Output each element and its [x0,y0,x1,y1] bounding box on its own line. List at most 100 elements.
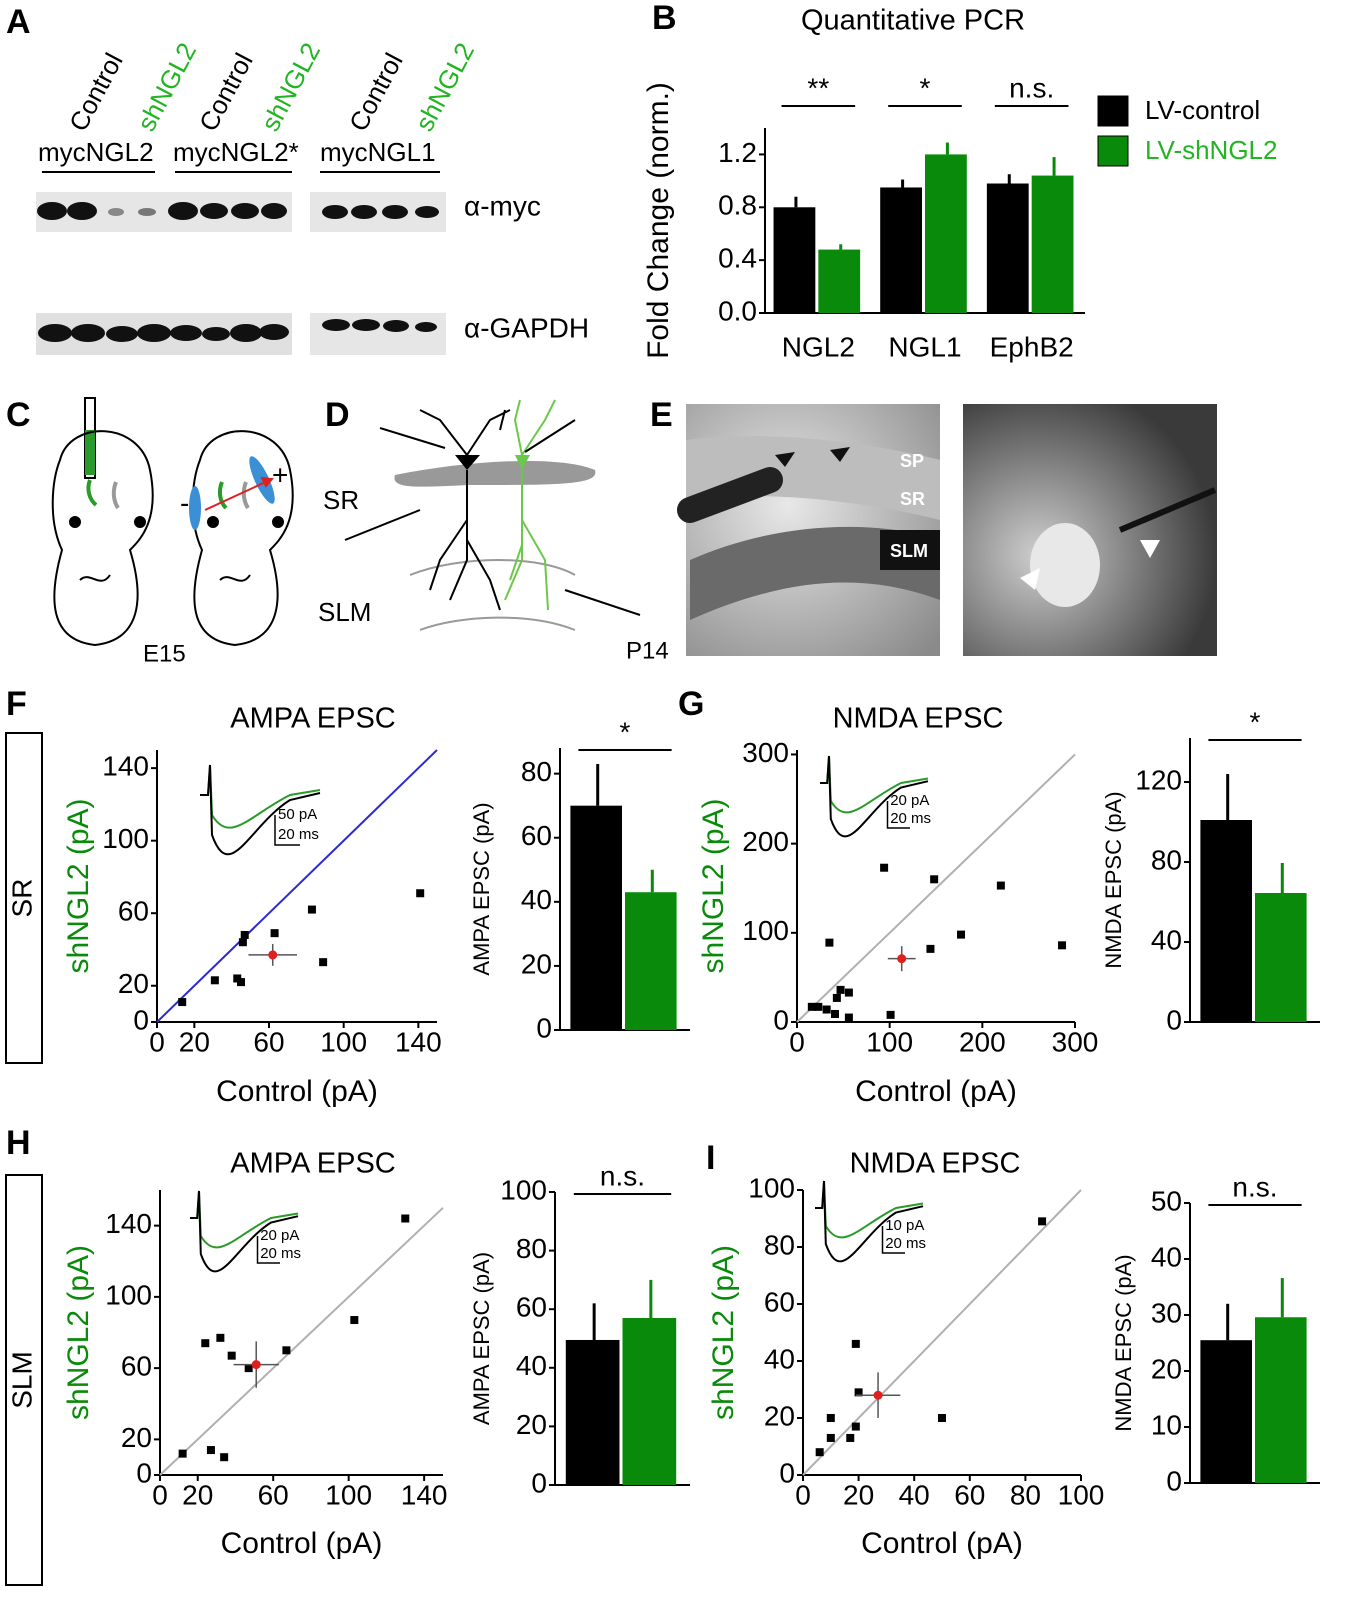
y-tick-label: 100 [742,915,789,946]
scale-label: 20 ms [260,1245,301,1262]
electrode-label: - [180,487,189,518]
point [851,1339,860,1348]
y-tick-label: 40 [1151,924,1182,955]
y-tick-label: 20 [764,1400,795,1431]
point [416,889,425,898]
significance-label: * [620,716,631,747]
point [832,993,841,1002]
scale-label: 20 ms [278,826,319,843]
injection-diagram [51,397,294,647]
point [815,1448,824,1457]
construct-label: mycNGL2 [38,137,154,167]
legend-swatch [1097,95,1129,127]
lane-label: shNGL2 [409,38,480,136]
scale-label: 10 pA [885,1217,924,1234]
point [826,1433,835,1442]
y-tick-label: 200 [742,826,789,857]
row-label: SLM [6,1351,37,1409]
point [237,978,245,987]
x-tick-label: 60 [253,1026,284,1057]
y-tick-label: 20 [521,948,552,979]
point [957,930,966,939]
y-axis-label: NMDA EPSC (pA) [1111,1254,1136,1431]
y-tick-label: 20 [516,1409,547,1440]
point [807,1002,816,1011]
x-tick-label: NGL1 [888,331,961,362]
point [996,881,1005,890]
y-axis-label: AMPA EPSC (pA) [469,1252,494,1425]
chart-title: AMPA EPSC [230,703,395,735]
point [178,998,187,1007]
y-tick-label: 40 [1151,1241,1182,1272]
significance-label: n.s. [1009,72,1054,103]
trace [200,764,321,856]
trace [815,1180,924,1263]
y-tick-label: 0 [536,1012,552,1043]
panel-label: F [6,685,27,723]
y-tick-label: 100 [748,1172,795,1203]
row-label: SR [6,879,37,918]
point [178,1449,187,1458]
point [851,1422,860,1431]
y-tick-label: 100 [102,823,149,854]
chart-title: Quantitative PCR [801,5,1025,37]
y-axis-label: AMPA EPSC (pA) [469,802,494,975]
point [1038,1217,1047,1226]
y-tick-label: 80 [764,1229,795,1260]
legend-label: LV-shNGL2 [1145,135,1277,165]
point [201,1339,210,1348]
row-box [5,1174,43,1586]
y-tick-label: 40 [521,884,552,915]
bar [1200,1340,1252,1483]
construct-label: mycNGL1 [320,137,436,167]
mean-point [251,1360,261,1370]
y-tick-label: 30 [1151,1297,1182,1328]
layer-label: SLM [890,541,928,561]
x-tick-label: 0 [149,1026,165,1057]
point [846,1433,855,1442]
y-axis-label: shNGL2 (pA) [707,1245,740,1420]
point [319,958,328,967]
mean-point [873,1390,883,1400]
y-axis-label: shNGL2 (pA) [62,1245,95,1420]
point [282,1346,291,1355]
x-tick-label: 40 [899,1479,930,1510]
identity-line [796,753,1076,1023]
point [825,938,834,947]
scale-label: 50 pA [278,806,317,823]
significance-label: ** [807,72,829,103]
y-tick-label: 300 [742,737,789,768]
x-tick-label: 0 [152,1479,168,1510]
scale-bar [886,801,910,829]
panel-label: E [650,396,673,434]
lane-label: Control [193,48,259,136]
point [206,1446,215,1455]
x-axis-label: Control (pA) [861,1527,1023,1560]
y-tick-label: 0 [779,1457,795,1488]
point [844,988,853,997]
identity-line [156,749,438,1023]
x-tick-label: 60 [258,1479,289,1510]
point [836,985,845,994]
layer-label: SP [900,451,924,471]
panel-label: G [678,685,704,723]
bar [622,1317,677,1485]
trace [190,1190,299,1273]
point [270,929,279,938]
x-tick-label: 20 [182,1479,213,1510]
scale-label: 20 ms [885,1235,926,1252]
point [350,1316,359,1325]
legend-label: LV-control [1145,95,1260,125]
chart-title: NMDA EPSC [850,1148,1021,1180]
y-tick-label: 50 [1151,1185,1182,1216]
point [307,905,316,914]
significance-label: n.s. [1232,1171,1277,1202]
bar [1200,820,1252,1022]
lane-label: shNGL2 [255,38,326,136]
y-tick-label: 80 [1151,844,1182,875]
point [822,1005,831,1014]
panel-label: C [6,396,31,434]
point [210,976,219,985]
point [826,1414,835,1422]
antibody-label: α-GAPDH [464,312,589,343]
